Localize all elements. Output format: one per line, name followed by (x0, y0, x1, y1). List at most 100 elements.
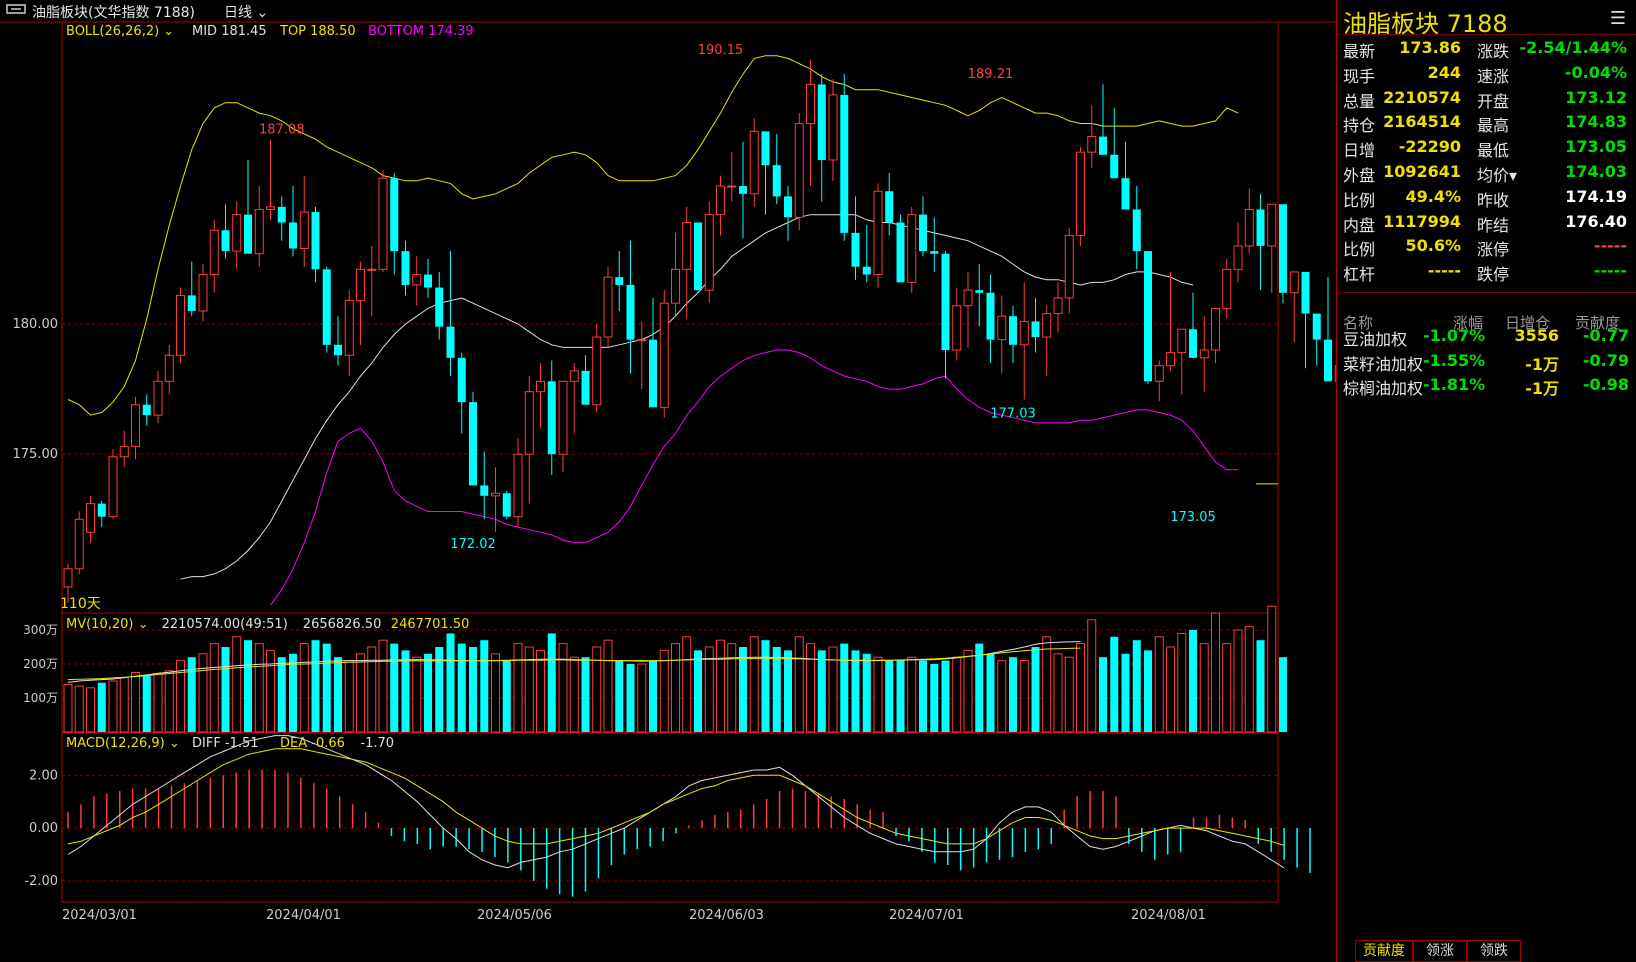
period-selector[interactable]: 日线 ⌄ (224, 2, 268, 22)
candle-body (761, 131, 770, 166)
quote-key: 均价▾ (1477, 166, 1518, 185)
quote-row: 比例 50.6% 涨停 ----- (1337, 236, 1636, 262)
high-label: 189.21 (968, 67, 1014, 82)
list-header-oi: 日增仓 (1505, 314, 1551, 332)
candle-body (322, 269, 331, 345)
volume-bar (221, 647, 230, 732)
candle-body (704, 214, 714, 291)
tab-leading-up[interactable]: 领涨 (1413, 940, 1467, 962)
quote-value: 173.12 (1565, 87, 1627, 107)
candle-body (885, 191, 894, 223)
candle-body (1211, 307, 1220, 351)
volume-bar (851, 650, 860, 732)
y-tick-label: 2.00 (29, 768, 58, 783)
candle-body (739, 186, 747, 194)
volume-bar (592, 646, 602, 733)
candle-body (131, 404, 140, 447)
candle-body (615, 277, 624, 285)
volume-bar (840, 643, 849, 732)
volume-bar (749, 636, 759, 733)
volume-bar (862, 653, 871, 732)
instrument-title: 油脂板块(文华指数 7188) (32, 5, 196, 21)
volume-bar (1031, 647, 1040, 732)
title-bar: 油脂板块(文华指数 7188) 日线 ⌄ (0, 0, 1336, 22)
candle-body (221, 230, 230, 252)
indicator-selector: MV(10,20) ⌄ (66, 617, 149, 632)
y-tick-label: 180.00 (13, 317, 59, 332)
volume-bar (176, 660, 185, 733)
volume-bar (153, 673, 163, 733)
candle-body (772, 165, 781, 197)
candle-body (862, 266, 871, 275)
volume-bar (1222, 643, 1232, 733)
volume-bar (164, 670, 174, 733)
volume-bar (1064, 656, 1074, 733)
volume-bar (558, 643, 568, 733)
candle-body (547, 381, 556, 455)
candle-body (671, 268, 680, 304)
volume-bar (1009, 657, 1017, 732)
candle-body (1267, 203, 1277, 247)
quote-key: 持仓 (1343, 116, 1376, 136)
volume-bar (1267, 605, 1277, 733)
candle-body (119, 445, 129, 458)
macd-value: -1.70 (360, 736, 394, 751)
candle-body (356, 268, 365, 302)
candle-body (457, 357, 466, 403)
volume-bar (659, 649, 669, 733)
quote-value: 49.4% (1405, 186, 1461, 206)
volume-bar (299, 643, 309, 733)
y-tick-label: 0.00 (29, 821, 58, 836)
quote-row: 杠杆 ----- 跌停 ----- (1337, 261, 1636, 287)
volume-bar (997, 660, 1007, 733)
volume-bar (1121, 653, 1130, 732)
tab-contribution[interactable]: 贡献度 (1355, 940, 1413, 962)
volume-bar (378, 639, 388, 733)
candle-body (513, 453, 523, 518)
volume-bar (907, 656, 917, 733)
candle-body (941, 253, 950, 351)
volume-bar (108, 680, 118, 733)
volume-bar (896, 660, 905, 732)
candle-body (694, 222, 702, 291)
band-bottom (270, 349, 1238, 606)
volume-bar (716, 639, 725, 733)
quote-row: 现手 244 速涨 -0.04% (1337, 63, 1636, 89)
item-contribution: -0.77 (1582, 326, 1629, 345)
candle-body (435, 287, 444, 327)
quote-value: 176.40 (1565, 211, 1627, 231)
candle-body (794, 123, 804, 218)
volume-bar (963, 649, 973, 733)
volume-bar (1099, 657, 1107, 732)
volume-bar (682, 636, 692, 733)
candle-body (142, 404, 151, 416)
candle-body (896, 222, 905, 283)
quote-key: 比例 (1343, 240, 1376, 260)
quote-key: 速涨 (1477, 66, 1510, 86)
volume-bar (1053, 653, 1063, 733)
item-contribution: -0.79 (1582, 350, 1629, 370)
list-item[interactable]: 豆油加权 -1.07% 3556 -0.77 (1337, 326, 1636, 350)
window-menu-icon[interactable] (6, 3, 26, 19)
x-tick-label: 2024/06/03 (689, 908, 764, 923)
candle-body (716, 185, 725, 216)
chevron-down-icon: ⌄ (252, 5, 269, 21)
kline-chart[interactable]: 175.00 180.00 100万 200万 300万 -2.00 0.00 2.00 18… (0, 0, 1336, 962)
list-item[interactable]: 棕榈油加权 -1.81% -1万 -0.98 (1337, 375, 1636, 399)
volume-bar (1019, 660, 1029, 733)
candle-body (907, 214, 917, 283)
x-tick-label: 2024/08/01 (1131, 908, 1206, 923)
candle-body (198, 274, 208, 312)
candle-body (603, 276, 613, 338)
volume-bar (784, 650, 792, 732)
candle-body (1121, 178, 1130, 210)
volume-bar (694, 650, 702, 732)
quote-row: 最新 173.86 涨跌 -2.54/1.44% (1337, 38, 1636, 64)
list-item[interactable]: 菜籽油加权 -1.55% -1万 -0.79 (1337, 351, 1636, 375)
item-name: 菜籽油加权 (1343, 354, 1424, 374)
quote-key: 现手 (1343, 66, 1376, 86)
list-menu-icon[interactable]: ☰ (1609, 8, 1626, 29)
candle-body (851, 232, 860, 267)
quote-value: 2164514 (1383, 112, 1461, 132)
tab-leading-down[interactable]: 领跌 (1467, 940, 1521, 962)
